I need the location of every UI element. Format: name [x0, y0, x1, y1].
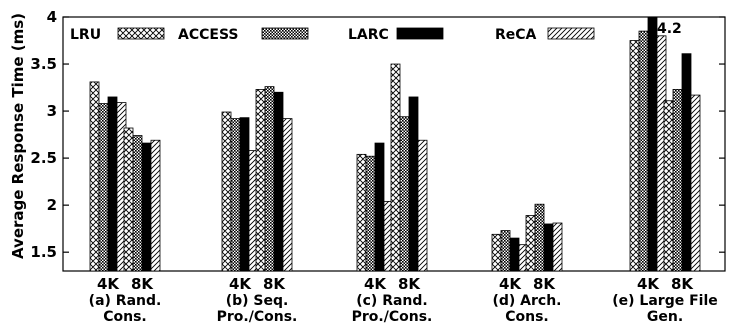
group-label-line2: Gen.	[647, 309, 683, 325]
bars-layer	[89, 16, 701, 272]
legend-label-access: ACCESS	[178, 27, 238, 43]
size-label: 4K	[97, 275, 120, 293]
legend: LRU ACCESS LARC ReCA	[70, 27, 595, 43]
legend-swatch-reca	[547, 27, 595, 40]
size-label: 8K	[398, 275, 421, 293]
size-label: 4K	[637, 275, 660, 293]
group-label-line2: Pro./Cons.	[352, 309, 433, 325]
bar-reca	[282, 118, 293, 272]
size-label: 4K	[364, 275, 387, 293]
bar-access	[672, 89, 683, 272]
annotations: 4.2	[657, 21, 682, 37]
group-label-line1: (e) Large File	[612, 293, 718, 309]
bar-lru	[89, 81, 100, 272]
group-label-line2: Cons.	[103, 309, 147, 325]
bar-access	[98, 103, 109, 272]
bar-access	[365, 155, 376, 272]
y-tick-label: 3	[47, 102, 57, 120]
bar-reca	[690, 94, 701, 272]
legend-swatch-lru	[117, 27, 165, 40]
bar-larc	[107, 96, 118, 272]
y-tick-label: 3.5	[30, 55, 57, 73]
bar-larc	[543, 223, 554, 272]
group-label-line1: (b) Seq.	[226, 293, 289, 309]
group-label-line2: Pro./Cons.	[217, 309, 298, 325]
bar-access	[534, 203, 545, 272]
size-label: 8K	[671, 275, 694, 293]
legend-swatch-larc	[396, 27, 444, 40]
bar-reca	[417, 139, 428, 272]
bar-lru	[390, 63, 401, 272]
size-label: 4K	[499, 275, 522, 293]
bar-lru	[629, 40, 640, 272]
bar-larc	[681, 53, 692, 272]
bar-access	[230, 118, 241, 272]
size-label: 8K	[263, 275, 286, 293]
bar-access	[399, 116, 410, 272]
size-label: 4K	[229, 275, 252, 293]
group-label-line1: (d) Arch.	[492, 293, 561, 309]
y-tick-label: 2.5	[30, 149, 57, 167]
size-label: 8K	[533, 275, 556, 293]
bar-larc	[509, 237, 520, 272]
bar-access	[132, 135, 143, 272]
size-label: 8K	[131, 275, 154, 293]
y-tick-label: 2	[47, 196, 57, 214]
bar-lru	[255, 89, 266, 272]
bar-lru	[123, 127, 134, 272]
legend-swatch-access	[261, 27, 309, 40]
group-label-line2: Cons.	[505, 309, 549, 325]
bar-larc	[408, 96, 419, 272]
bar-reca	[150, 139, 161, 272]
bar-larc	[374, 142, 385, 272]
bar-lru	[221, 111, 232, 272]
y-axis-label: Average Response Time (ms)	[9, 13, 27, 259]
bar-larc	[647, 16, 658, 272]
bar-access	[264, 86, 275, 272]
x-axis-labels: 4K 8K(a) Rand.Cons.4K 8K(b) Seq.Pro./Cons.…	[89, 275, 718, 325]
y-tick-label: 1.5	[30, 243, 57, 261]
bar-lru	[356, 153, 367, 272]
bar-lru	[663, 100, 674, 272]
bar-lru	[525, 215, 536, 272]
y-tick-label: 4	[47, 8, 57, 26]
legend-label-larc: LARC	[348, 27, 389, 43]
legend-label-reca: ReCA	[495, 27, 537, 43]
bar-access	[500, 230, 511, 272]
legend-label-lru: LRU	[70, 27, 101, 43]
bar-larc	[141, 142, 152, 272]
group-label-line1: (c) Rand.	[356, 293, 428, 309]
bar-reca	[552, 222, 563, 272]
group-label-line1: (a) Rand.	[89, 293, 162, 309]
bar-lru	[491, 233, 502, 272]
bar-larc	[239, 117, 250, 272]
bar-access	[638, 30, 649, 272]
clipped-value-annotation: 4.2	[657, 21, 682, 37]
bar-larc	[273, 91, 284, 272]
